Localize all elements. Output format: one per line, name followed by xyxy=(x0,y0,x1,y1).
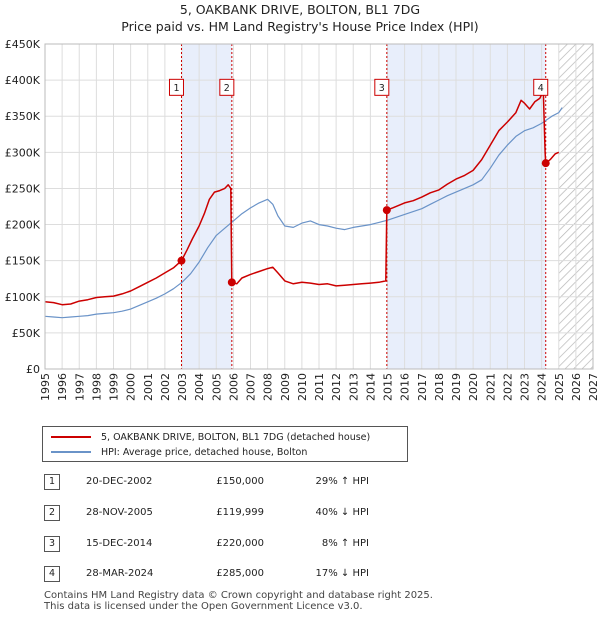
y-tick-label: £50K xyxy=(12,327,41,340)
x-tick-label: 2011 xyxy=(313,373,326,401)
x-tick-label: 1995 xyxy=(39,373,52,401)
chart-title: 5, OAKBANK DRIVE, BOLTON, BL1 7DG xyxy=(179,2,421,17)
y-tick-label: £100K xyxy=(5,291,41,304)
legend-swatch-hpi xyxy=(51,451,91,453)
sale-labels: 1 2 3 4 xyxy=(168,78,549,96)
sale-number: 3 xyxy=(44,536,60,552)
x-tick-label: 1999 xyxy=(108,373,121,401)
sale-label-text: 3 xyxy=(379,83,385,94)
x-tick-label: 2006 xyxy=(227,373,240,401)
sale-number: 1 xyxy=(44,474,60,490)
y-tick-label: £150K xyxy=(5,255,41,268)
y-tick-label: £450K xyxy=(5,38,41,51)
price-chart: 1 2 3 4 £0 £50K £100K £150K £200K £250K £300K £350… xyxy=(5,38,600,401)
sale-points xyxy=(177,159,550,287)
x-tick-label: 2026 xyxy=(570,373,583,401)
x-tick-label: 2000 xyxy=(125,373,138,401)
sale-date: 20-DEC-2002 xyxy=(86,476,153,487)
x-tick-label: 2019 xyxy=(450,373,463,401)
series-lines xyxy=(44,90,563,319)
y-tick-label: £350K xyxy=(5,110,41,123)
sale-price: £150,000 xyxy=(216,476,264,487)
sale-label-text: 4 xyxy=(538,83,544,94)
sale-price: £119,999 xyxy=(216,507,264,518)
x-tick-label: 2027 xyxy=(587,373,600,401)
x-tick-label: 2013 xyxy=(347,373,360,401)
x-tick-label: 2014 xyxy=(364,373,377,401)
x-tick-label: 2021 xyxy=(484,373,497,401)
x-tick-label: 2009 xyxy=(279,373,292,401)
legend-label-hpi: HPI: Average price, detached house, Bolt… xyxy=(101,446,308,458)
y-tick-label: £400K xyxy=(5,74,41,87)
x-tick-label: 2016 xyxy=(399,373,412,401)
x-tick-label: 1997 xyxy=(73,373,86,401)
x-tick-label: 2022 xyxy=(501,373,514,401)
legend-item-property: 5, OAKBANK DRIVE, BOLTON, BL1 7DG (detac… xyxy=(51,430,370,444)
sale-price: £220,000 xyxy=(216,538,264,549)
y-tick-label: £200K xyxy=(5,219,41,232)
hpi-line xyxy=(44,107,563,319)
sale-hpi: 29% ↑ HPI xyxy=(315,476,369,487)
x-tick-label: 2024 xyxy=(536,373,549,401)
x-tick-label: 2004 xyxy=(193,373,206,401)
sale-date: 28-MAR-2024 xyxy=(86,568,154,579)
sale-label-box xyxy=(533,78,549,96)
x-tick-label: 2001 xyxy=(142,373,155,401)
sale-hpi: 8% ↑ HPI xyxy=(321,538,369,549)
legend: 5, OAKBANK DRIVE, BOLTON, BL1 7DG (detac… xyxy=(42,426,408,462)
x-tick-label: 2008 xyxy=(262,373,275,401)
x-tick-label: 2017 xyxy=(416,373,429,401)
sale-price: £285,000 xyxy=(216,568,264,579)
x-tick-label: 2007 xyxy=(245,373,258,401)
sale-number: 4 xyxy=(44,566,60,582)
plot-frame xyxy=(44,43,594,370)
ownership-band xyxy=(386,44,546,369)
sale-point xyxy=(227,278,236,287)
x-tick-label: 2002 xyxy=(159,373,172,401)
x-tick-label: 2012 xyxy=(330,373,343,401)
y-tick-label: £250K xyxy=(5,182,41,195)
x-tick-label: 2025 xyxy=(553,373,566,401)
sale-number: 2 xyxy=(44,505,60,521)
sale-point xyxy=(541,159,550,168)
y-tick-label: £300K xyxy=(5,146,41,159)
sale-hpi: 40% ↓ HPI xyxy=(315,507,369,518)
y-tick-label: £0 xyxy=(26,363,40,376)
sale-label-box xyxy=(374,78,390,96)
sale-date: 28-NOV-2005 xyxy=(86,507,153,518)
footer-licence: This data is licensed under the Open Gov… xyxy=(44,601,363,612)
sale-label-box xyxy=(219,78,235,96)
x-tick-label: 2023 xyxy=(519,373,532,401)
sale-date: 15-DEC-2014 xyxy=(86,538,153,549)
ownership-bands xyxy=(181,44,546,369)
property-price-line xyxy=(44,90,560,306)
sale-label-text: 1 xyxy=(173,83,179,94)
x-tick-label: 2018 xyxy=(433,373,446,401)
axes: £0 £50K £100K £150K £200K £250K £300K £350K £400… xyxy=(5,38,600,401)
x-tick-label: 2003 xyxy=(176,373,189,401)
sale-label-text: 2 xyxy=(224,83,230,94)
sale-point xyxy=(382,206,391,215)
footer-copyright: Contains HM Land Registry data © Crown c… xyxy=(44,590,433,601)
legend-label-property: 5, OAKBANK DRIVE, BOLTON, BL1 7DG (detac… xyxy=(101,431,371,443)
x-tick-label: 2005 xyxy=(210,373,223,401)
x-tick-label: 1998 xyxy=(90,373,103,401)
x-tick-label: 2010 xyxy=(296,373,309,401)
x-tick-label: 1996 xyxy=(56,373,69,401)
chart-subtitle: Price paid vs. HM Land Registry's House … xyxy=(121,19,479,34)
sale-label-box xyxy=(168,78,184,96)
x-tick-label: 2020 xyxy=(467,373,480,401)
sale-hpi: 17% ↓ HPI xyxy=(315,568,369,579)
legend-item-hpi: HPI: Average price, detached house, Bolt… xyxy=(51,445,307,459)
x-tick-label: 2015 xyxy=(382,373,395,401)
sale-point xyxy=(177,256,186,265)
legend-swatch-property xyxy=(51,436,91,438)
